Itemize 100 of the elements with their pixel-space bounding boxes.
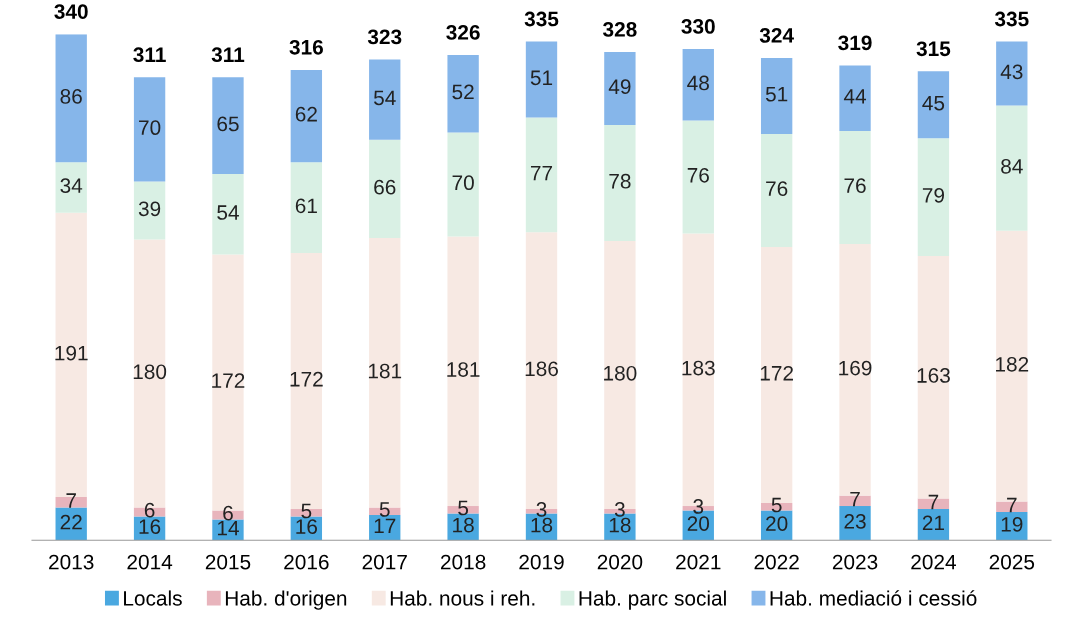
data-label: 70 (139, 120, 161, 136)
total-label: 330 (681, 19, 715, 34)
data-label: 18 (453, 517, 474, 533)
data-label: 76 (687, 167, 709, 183)
data-label: 52 (452, 84, 474, 100)
data-label: 7 (928, 494, 939, 510)
bar (917, 71, 950, 139)
x-tick-label: 2021 (676, 554, 721, 570)
data-label: 65 (217, 116, 239, 132)
data-label: 51 (765, 86, 788, 102)
bar (839, 65, 871, 131)
legend-label: Locals (124, 590, 182, 606)
x-tick-label: 2014 (127, 554, 173, 570)
data-label: 54 (217, 205, 239, 220)
data-label: 14 (217, 520, 239, 536)
x-tick-label: 2022 (754, 554, 799, 570)
data-label: 172 (760, 365, 793, 381)
legend-label: Hab. mediació i cessió (770, 590, 977, 606)
total-label: 315 (916, 41, 951, 57)
data-label: 18 (531, 517, 553, 533)
bar (133, 181, 166, 240)
x-tick-label: 2019 (519, 554, 564, 570)
data-label: 7 (66, 493, 76, 508)
total-label: 316 (289, 39, 323, 55)
data-label: 78 (609, 173, 631, 189)
total-label: 319 (838, 35, 872, 51)
data-label: 62 (295, 106, 317, 122)
total-label: 340 (54, 4, 88, 19)
data-label: 76 (766, 181, 788, 197)
x-tick-label: 2024 (911, 554, 956, 570)
total-label: 323 (367, 29, 402, 45)
bar (525, 117, 558, 233)
x-tick-label: 2016 (284, 554, 329, 570)
data-label: 7 (1007, 497, 1017, 513)
data-label: 21 (922, 515, 944, 531)
data-label: 19 (1001, 516, 1023, 532)
bar (369, 139, 401, 239)
data-label: 169 (839, 360, 872, 376)
data-label: 23 (844, 513, 866, 529)
data-label: 77 (530, 165, 553, 181)
bar (996, 105, 1028, 231)
data-label: 6 (144, 502, 155, 518)
data-label: 43 (1000, 64, 1023, 80)
data-label: 66 (374, 179, 396, 195)
data-label: 17 (374, 518, 396, 533)
x-tick-label: 2020 (597, 554, 643, 570)
data-label: 5 (301, 503, 312, 519)
data-label: 3 (614, 502, 625, 517)
total-label: 311 (211, 47, 245, 63)
x-tick-label: 2015 (205, 554, 251, 570)
x-tick-label: 2018 (441, 554, 486, 570)
data-label: 44 (843, 89, 867, 104)
total-label: 335 (524, 11, 559, 27)
data-label: 51 (530, 70, 553, 86)
data-label: 84 (1001, 158, 1023, 174)
data-label: 5 (458, 500, 469, 516)
x-tick-label: 2025 (989, 554, 1035, 570)
x-tick-label: 2013 (49, 554, 94, 570)
data-label: 3 (536, 502, 547, 517)
data-label: 163 (917, 368, 950, 383)
total-label: 335 (994, 11, 1029, 27)
x-tick-label: 2017 (362, 554, 407, 570)
data-label: 5 (379, 502, 390, 517)
total-label: 311 (133, 47, 166, 63)
bar (682, 120, 714, 234)
data-label: 7 (850, 491, 860, 507)
bar (133, 77, 166, 182)
bar (760, 57, 793, 134)
data-label: 182 (996, 356, 1029, 372)
data-label: 191 (55, 345, 88, 361)
bar (369, 59, 401, 140)
data-label: 79 (922, 187, 945, 203)
data-label: 16 (296, 519, 318, 534)
data-label: 180 (133, 364, 167, 380)
data-label: 186 (525, 361, 558, 377)
data-label: 181 (368, 363, 402, 379)
bar (760, 133, 793, 248)
data-label: 22 (60, 514, 82, 530)
bar (55, 162, 87, 213)
data-label: 39 (138, 201, 161, 217)
bar (996, 41, 1028, 106)
data-label: 172 (212, 373, 245, 388)
data-label: 16 (139, 519, 161, 534)
total-label: 328 (602, 22, 637, 37)
data-label: 20 (687, 516, 710, 531)
data-label: 76 (844, 178, 866, 194)
data-label: 5 (771, 497, 782, 513)
total-label: 324 (759, 27, 794, 43)
legend-label: Hab. nous i reh. (390, 590, 535, 606)
data-label: 70 (452, 175, 474, 191)
bar (604, 52, 636, 125)
bar (212, 519, 244, 541)
legend-label: Hab. d'origen (225, 590, 347, 610)
data-label: 18 (609, 517, 631, 533)
data-label: 6 (223, 505, 233, 521)
bar (682, 49, 714, 121)
data-label: 48 (687, 75, 709, 91)
bar (212, 77, 244, 175)
bar (290, 69, 323, 163)
total-label: 326 (446, 25, 480, 40)
